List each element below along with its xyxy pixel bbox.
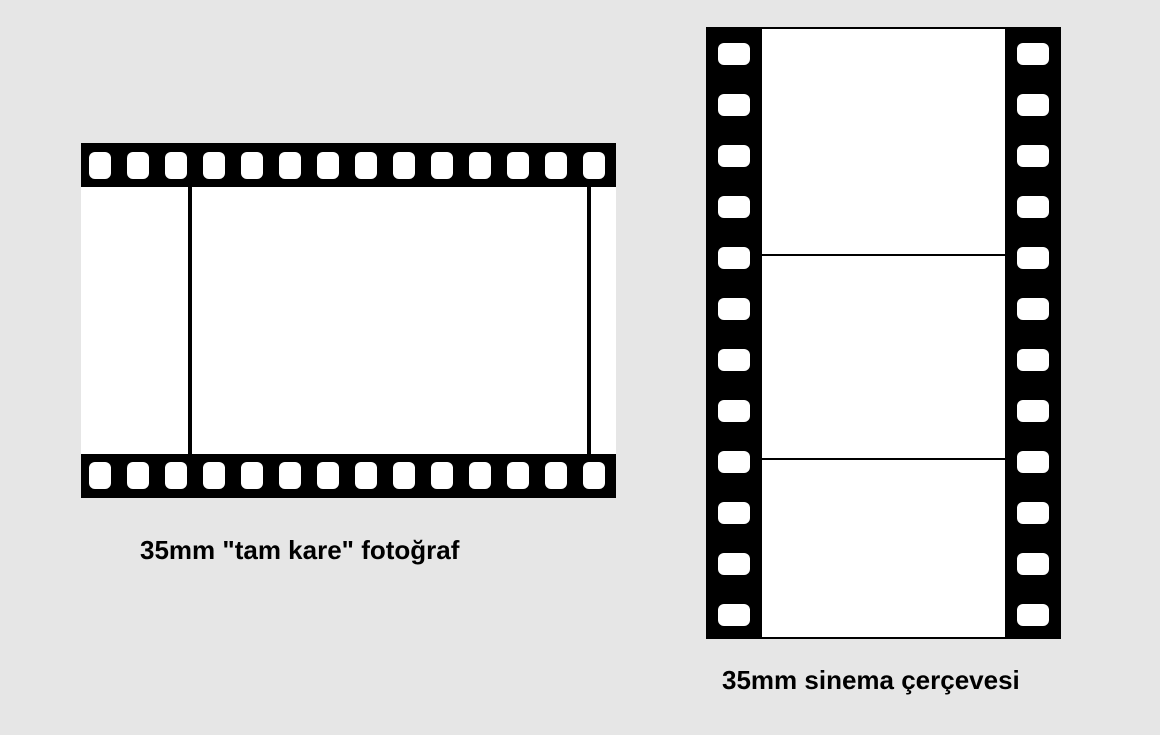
sprocket-hole — [317, 152, 339, 179]
sprocket-hole — [317, 462, 339, 489]
sprocket-hole — [1017, 400, 1049, 422]
sprocket-hole — [507, 152, 529, 179]
sprocket-hole — [545, 152, 567, 179]
sprocket-hole — [718, 502, 750, 524]
sprocket-hole — [127, 152, 149, 179]
sprocket-hole — [1017, 502, 1049, 524]
sprocket-hole — [355, 152, 377, 179]
sprocket-hole — [718, 145, 750, 167]
sprocket-hole — [507, 462, 529, 489]
diagram-canvas: 35mm "tam kare" fotoğraf 35mm sinema çer… — [0, 0, 1160, 735]
sprocket-hole — [469, 152, 491, 179]
photo-film-strip — [81, 143, 616, 498]
photo-caption: 35mm "tam kare" fotoğraf — [140, 535, 459, 566]
sprocket-hole — [1017, 196, 1049, 218]
sprocket-hole — [393, 462, 415, 489]
sprocket-hole — [718, 400, 750, 422]
sprocket-hole — [279, 462, 301, 489]
sprocket-hole — [1017, 451, 1049, 473]
sprocket-hole — [241, 462, 263, 489]
sprocket-hole — [241, 152, 263, 179]
sprocket-hole — [89, 152, 111, 179]
sprocket-hole — [718, 553, 750, 575]
cinema-film-strip — [706, 27, 1061, 639]
sprocket-hole — [718, 298, 750, 320]
sprocket-hole — [718, 94, 750, 116]
cinema-caption: 35mm sinema çerçevesi — [722, 665, 1020, 696]
sprocket-hole — [718, 247, 750, 269]
sprocket-hole — [393, 152, 415, 179]
sprocket-hole — [583, 152, 605, 179]
sprocket-hole — [718, 604, 750, 626]
sprocket-hole — [165, 462, 187, 489]
sprocket-hole — [718, 43, 750, 65]
sprocket-hole — [431, 462, 453, 489]
sprocket-hole — [1017, 94, 1049, 116]
sprocket-hole — [1017, 604, 1049, 626]
sprocket-hole — [1017, 553, 1049, 575]
sprocket-hole — [718, 451, 750, 473]
sprocket-hole — [1017, 247, 1049, 269]
sprocket-hole — [431, 152, 453, 179]
sprocket-hole — [127, 462, 149, 489]
sprocket-hole — [203, 152, 225, 179]
sprocket-hole — [1017, 43, 1049, 65]
sprocket-hole — [718, 349, 750, 371]
sprocket-hole — [1017, 349, 1049, 371]
sprocket-hole — [469, 462, 491, 489]
sprocket-hole — [355, 462, 377, 489]
sprocket-hole — [165, 152, 187, 179]
sprocket-hole — [545, 462, 567, 489]
sprocket-hole — [1017, 145, 1049, 167]
sprocket-hole — [718, 196, 750, 218]
sprocket-hole — [1017, 298, 1049, 320]
sprocket-hole — [583, 462, 605, 489]
sprocket-hole — [89, 462, 111, 489]
sprocket-hole — [279, 152, 301, 179]
sprocket-hole — [203, 462, 225, 489]
